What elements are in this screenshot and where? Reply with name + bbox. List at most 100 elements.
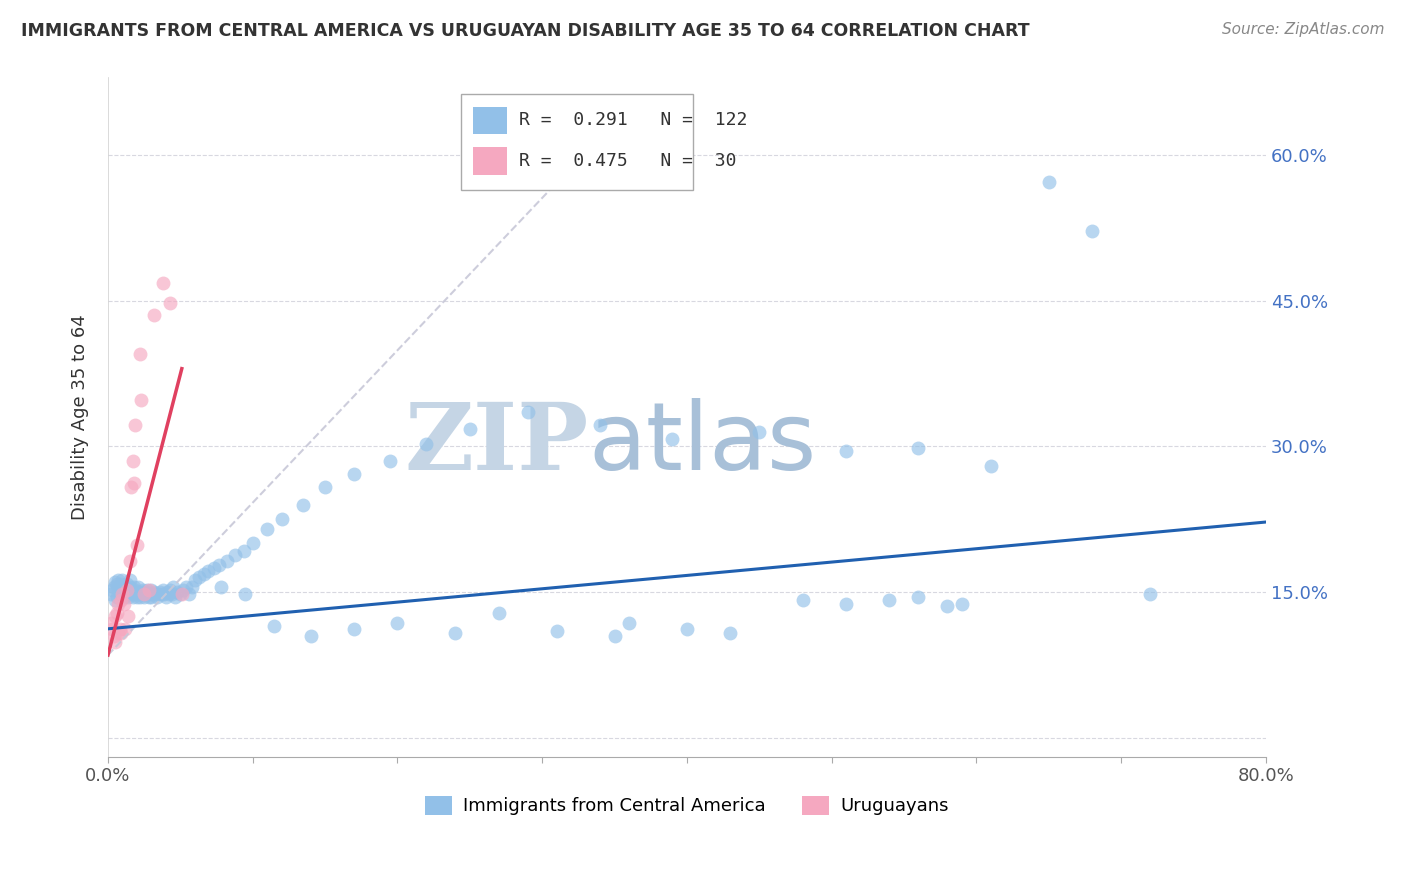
Point — [110, 585, 132, 599]
Point — [112, 582, 135, 597]
Point — [546, 624, 568, 638]
Point — [104, 635, 127, 649]
Point — [718, 625, 741, 640]
Point — [516, 405, 538, 419]
Point — [121, 454, 143, 468]
Point — [121, 590, 143, 604]
Point — [488, 607, 510, 621]
Point — [835, 444, 858, 458]
Point — [107, 625, 129, 640]
Point — [170, 587, 193, 601]
Point — [157, 587, 180, 601]
Point — [118, 580, 141, 594]
Point — [184, 574, 207, 588]
Point — [143, 585, 166, 599]
Point — [117, 590, 139, 604]
Point — [166, 585, 188, 599]
Point — [125, 590, 148, 604]
Point — [103, 629, 125, 643]
Point — [115, 582, 138, 597]
Text: IMMIGRANTS FROM CENTRAL AMERICA VS URUGUAYAN DISABILITY AGE 35 TO 64 CORRELATION: IMMIGRANTS FROM CENTRAL AMERICA VS URUGU… — [21, 22, 1029, 40]
Text: R =  0.475   N =  30: R = 0.475 N = 30 — [519, 153, 737, 170]
Point — [104, 609, 127, 624]
Point — [181, 580, 204, 594]
Point — [114, 622, 136, 636]
Point — [111, 580, 134, 594]
Point — [110, 592, 132, 607]
Point — [125, 538, 148, 552]
Point — [105, 607, 128, 621]
Point — [1081, 224, 1104, 238]
Point — [104, 575, 127, 590]
Point — [115, 577, 138, 591]
Point — [458, 422, 481, 436]
Point — [907, 590, 929, 604]
Point — [125, 585, 148, 599]
Point — [112, 597, 135, 611]
FancyBboxPatch shape — [472, 107, 508, 134]
Point — [128, 347, 150, 361]
Text: atlas: atlas — [589, 399, 817, 491]
Point — [950, 597, 973, 611]
Point — [215, 554, 238, 568]
Point — [233, 544, 256, 558]
Point — [177, 587, 200, 601]
Point — [117, 582, 139, 597]
Point — [270, 512, 292, 526]
Point — [105, 577, 128, 591]
Point — [156, 585, 179, 599]
Point — [107, 597, 129, 611]
Point — [162, 580, 184, 594]
Point — [146, 590, 169, 604]
Point — [209, 580, 232, 594]
Point — [134, 587, 156, 601]
Point — [110, 577, 132, 591]
Point — [444, 625, 467, 640]
Point — [107, 582, 129, 596]
Point — [108, 580, 131, 594]
Point — [129, 585, 152, 599]
Point — [143, 308, 166, 322]
Y-axis label: Disability Age 35 to 64: Disability Age 35 to 64 — [72, 314, 89, 520]
Point — [153, 587, 176, 601]
Point — [160, 587, 183, 601]
Point — [111, 587, 134, 601]
Point — [118, 554, 141, 568]
Point — [111, 587, 134, 601]
Point — [111, 574, 134, 588]
Point — [149, 585, 172, 599]
Text: ZIP: ZIP — [404, 400, 589, 490]
Point — [299, 629, 322, 643]
Point — [114, 587, 136, 601]
Point — [122, 587, 145, 601]
Point — [141, 590, 163, 604]
Point — [122, 476, 145, 491]
Point — [676, 622, 699, 636]
Point — [792, 592, 814, 607]
Point — [603, 629, 626, 643]
Point — [152, 582, 174, 597]
Point — [134, 590, 156, 604]
Point — [104, 592, 127, 607]
Point — [105, 590, 128, 604]
Point — [1038, 175, 1060, 189]
Point — [127, 580, 149, 594]
Point — [127, 587, 149, 601]
Point — [120, 480, 142, 494]
Point — [152, 277, 174, 291]
Point — [120, 587, 142, 601]
Point — [224, 548, 246, 562]
Point — [101, 582, 124, 597]
Point — [101, 622, 124, 636]
Point — [124, 417, 146, 432]
Point — [193, 567, 215, 582]
Point — [343, 622, 366, 636]
Point — [112, 590, 135, 604]
Point — [242, 536, 264, 550]
Point — [1139, 587, 1161, 601]
Point — [121, 585, 143, 599]
Point — [117, 609, 139, 624]
Point — [159, 582, 181, 597]
Point — [174, 580, 197, 594]
Point — [256, 522, 278, 536]
